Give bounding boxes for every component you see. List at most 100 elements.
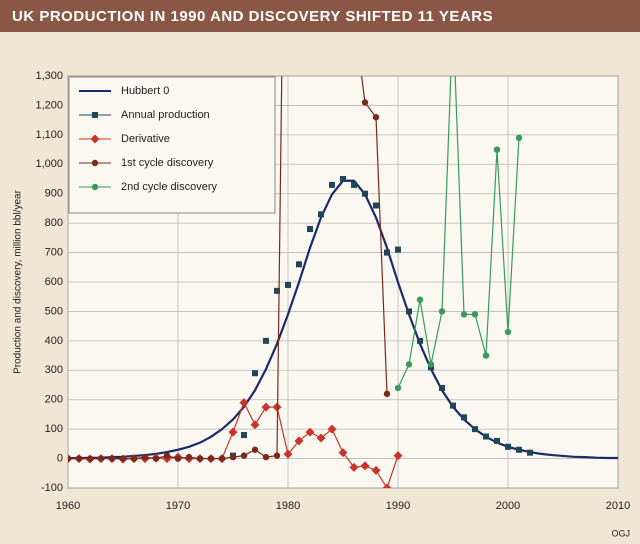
y-tick-label: 800 [45, 217, 63, 229]
x-tick-label: 1980 [276, 500, 300, 512]
data-point [240, 452, 248, 459]
data-point [393, 451, 403, 461]
data-point [273, 452, 281, 459]
data-point [119, 455, 127, 462]
legend-marker [91, 183, 99, 191]
data-point [108, 455, 116, 462]
data-point [207, 455, 215, 462]
data-point [417, 337, 423, 344]
x-tick-label: 1970 [166, 500, 190, 512]
title-bar [0, 0, 640, 32]
y-tick-label: 100 [45, 423, 63, 435]
data-point [405, 361, 413, 368]
y-tick-label: 500 [45, 305, 63, 317]
data-point [141, 453, 149, 461]
data-point [152, 455, 160, 462]
data-point [384, 249, 390, 256]
data-point [527, 449, 533, 456]
legend: Hubbert 0 Annual production Derivative 1st … [68, 76, 276, 214]
x-tick-label: 1960 [56, 500, 80, 512]
data-point [394, 384, 402, 392]
data-point [340, 176, 346, 182]
data-point [472, 426, 478, 433]
data-point [229, 453, 237, 461]
data-point [261, 402, 271, 412]
data-point [263, 337, 269, 344]
data-point [250, 420, 260, 430]
data-point [516, 446, 522, 453]
y-tick-label: 700 [45, 246, 63, 258]
y-tick-label: 1,200 [35, 99, 63, 111]
legend-box [68, 76, 276, 214]
plot [68, 76, 618, 488]
data-point [97, 455, 105, 462]
data-point [482, 352, 490, 359]
y-tick-label: 900 [45, 188, 63, 200]
legend-label: 2nd cycle discovery [121, 181, 217, 193]
data-point [383, 390, 391, 398]
data-point [86, 455, 94, 462]
x-tick-label: 2000 [496, 500, 520, 512]
data-point [427, 361, 435, 368]
x-tick-label: 2010 [606, 500, 630, 512]
data-point [338, 448, 348, 458]
data-point [251, 446, 259, 453]
y-tick-label: 600 [45, 276, 63, 288]
data-point [439, 384, 445, 391]
data-point [351, 181, 357, 188]
data-point [371, 465, 381, 475]
data-point [361, 99, 369, 106]
data-point [318, 211, 324, 218]
data-point [438, 308, 446, 315]
data-point [68, 455, 72, 462]
legend-marker [91, 159, 99, 167]
data-point [450, 402, 456, 409]
data-point [382, 483, 392, 488]
data-point [174, 455, 182, 462]
y-tick-label: 1,000 [35, 158, 63, 170]
source: OGJ [611, 528, 630, 538]
legend-label: Annual production [121, 109, 210, 121]
data-point [274, 287, 280, 294]
x-tick-label: 1990 [386, 500, 410, 512]
data-point [241, 432, 247, 439]
data-point [349, 462, 359, 472]
data-point [285, 281, 291, 288]
data-point [228, 427, 238, 437]
data-point [296, 261, 302, 268]
data-point [483, 433, 489, 440]
data-point [305, 427, 315, 437]
data-point [163, 452, 171, 459]
data-point [75, 455, 83, 462]
data-point [416, 296, 424, 303]
y-tick-label: 0 [57, 452, 63, 464]
data-point [372, 114, 380, 121]
data-point [130, 455, 138, 462]
data-point [272, 402, 282, 412]
data-point [515, 134, 523, 141]
data-point [327, 424, 337, 434]
legend-label: Derivative [121, 133, 170, 145]
y-tick-label: 1,100 [35, 129, 63, 141]
series-line [397, 76, 520, 389]
data-point [395, 246, 401, 253]
y-tick-label: 200 [45, 394, 63, 406]
data-point [307, 226, 313, 233]
data-point [406, 308, 412, 315]
data-point [460, 311, 468, 318]
data-point [471, 311, 479, 318]
legend-marker [92, 112, 98, 118]
data-point [505, 443, 511, 450]
data-point [329, 181, 335, 188]
y-axis-label: Production and discovery, million bbl/ye… [13, 189, 24, 373]
data-point [362, 190, 368, 197]
chart-title: UK PRODUCTION IN 1990 AND DISCOVERY SHIF… [12, 8, 493, 25]
data-point [360, 461, 370, 471]
data-point [185, 453, 193, 461]
data-point [218, 455, 226, 462]
legend-label: 1st cycle discovery [121, 157, 214, 169]
data-point [283, 449, 293, 459]
data-point [294, 436, 304, 446]
legend-label: Hubbert 0 [121, 85, 169, 97]
